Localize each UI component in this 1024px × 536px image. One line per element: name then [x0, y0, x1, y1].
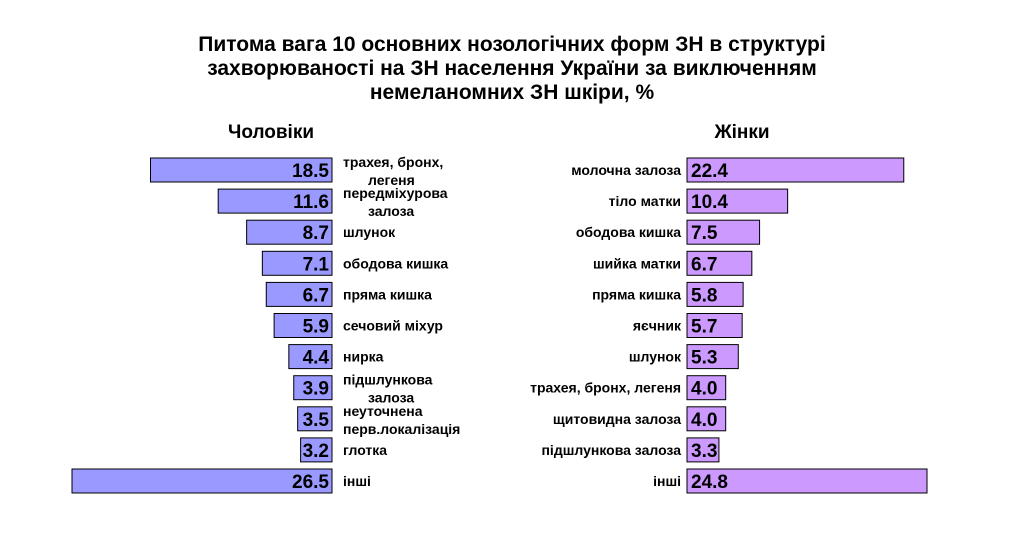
men-value-label: 11.6 — [293, 192, 329, 213]
women-bar — [686, 406, 727, 432]
women-bar — [686, 281, 744, 307]
men-category-label: передміхурова — [343, 185, 448, 201]
men-bar — [297, 406, 333, 432]
women-category-label: трахея, бронх, легеня — [530, 380, 681, 396]
men-bar — [149, 157, 333, 183]
women-bar — [686, 188, 789, 214]
men-bar — [71, 468, 333, 494]
men-bar — [300, 437, 333, 463]
women-value-label: 3.3 — [691, 441, 717, 462]
men-value-label: 5.9 — [303, 317, 329, 338]
women-category-label: інші — [653, 473, 681, 489]
men-value-label: 3.2 — [303, 441, 329, 462]
chart-title: Питома вага 10 основних нозологічних фор… — [0, 33, 1024, 105]
men-value-label: 4.4 — [303, 348, 330, 369]
women-value-label: 5.3 — [691, 348, 717, 369]
men-value-label: 3.5 — [303, 410, 330, 431]
men-category-label: легеня — [368, 172, 415, 188]
men-bar — [261, 250, 333, 276]
men-chart-title: Чоловіки — [228, 122, 314, 143]
women-bar — [686, 437, 720, 463]
women-value-label: 5.7 — [691, 317, 717, 338]
women-bar — [686, 375, 727, 401]
women-value-label: 7.5 — [691, 223, 718, 244]
women-category-label: тіло матки — [609, 193, 681, 209]
women-value-label: 10.4 — [691, 192, 728, 213]
men-value-label: 18.5 — [292, 161, 329, 182]
chart-title-line: Питома вага 10 основних нозологічних фор… — [198, 33, 826, 56]
men-category-label: нирка — [343, 349, 384, 365]
men-value-label: 26.5 — [292, 472, 329, 493]
women-category-label: підшлункова залоза — [541, 442, 681, 458]
women-value-label: 6.7 — [691, 254, 717, 275]
women-bar — [686, 468, 928, 494]
men-value-label: 8.7 — [303, 223, 329, 244]
men-category-label: залоза — [368, 390, 414, 406]
men-category-label: перв.локалізація — [343, 421, 460, 437]
women-chart-title: Жінки — [713, 122, 769, 143]
men-category-label: підшлункова — [343, 372, 433, 388]
women-bar — [686, 157, 905, 183]
women-bar — [686, 250, 753, 276]
men-category-label: залоза — [368, 203, 414, 219]
chart-title-line: немеланомних ЗН шкіри, % — [369, 81, 655, 104]
men-bar — [217, 188, 333, 214]
women-value-label: 22.4 — [691, 161, 728, 182]
men-bar — [273, 313, 333, 338]
men-value-label: 3.9 — [303, 379, 329, 400]
men-category-label: глотка — [343, 442, 387, 458]
women-category-label: пряма кишка — [592, 286, 681, 302]
men-bar — [293, 375, 333, 401]
men-bar — [246, 219, 333, 245]
women-value-label: 24.8 — [691, 472, 728, 493]
men-category-label: інші — [343, 473, 371, 489]
women-bar — [686, 313, 743, 338]
women-value-label: 4.0 — [691, 379, 717, 400]
women-category-label: яєчник — [633, 318, 682, 334]
men-category-label: сечовий міхур — [343, 318, 443, 334]
women-category-label: щитовидна залоза — [553, 411, 681, 427]
women-category-label: шлунок — [629, 349, 682, 365]
men-category-label: ободова кишка — [343, 255, 448, 271]
women-category-label: молочна залоза — [571, 162, 681, 178]
women-category-label: шийка матки — [593, 255, 681, 271]
men-value-label: 7.1 — [303, 254, 330, 275]
chart-title-line: захворюваності на ЗН населення України з… — [207, 57, 817, 80]
women-bar — [686, 344, 739, 370]
men-category-label: трахея, бронх, — [343, 154, 443, 170]
men-category-label: шлунок — [343, 224, 396, 240]
women-bar — [686, 219, 761, 245]
women-value-label: 4.0 — [691, 410, 717, 431]
men-value-label: 6.7 — [303, 285, 329, 306]
men-bar — [288, 344, 333, 370]
men-category-label: пряма кишка — [343, 286, 432, 302]
women-category-label: ободова кишка — [576, 224, 681, 240]
men-category-label: неуточнена — [343, 403, 423, 419]
men-bar — [265, 281, 333, 307]
women-value-label: 5.8 — [691, 285, 717, 306]
